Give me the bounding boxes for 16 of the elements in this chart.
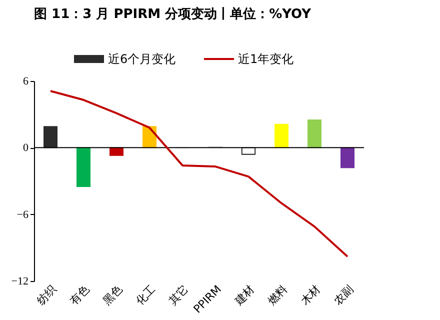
x-tick-label: 其它: [166, 282, 191, 308]
y-tick-label: −6: [16, 208, 29, 221]
y-tick-label: 6: [23, 76, 29, 88]
x-tick-label: 化工: [133, 282, 158, 308]
y-tick-label: 0: [23, 142, 29, 154]
legend-label: 近1年变化: [238, 52, 294, 66]
x-tick-label: 纺织: [34, 282, 59, 308]
x-tick-label: 黑色: [100, 282, 125, 308]
legend-label: 近6个月变化: [108, 52, 176, 66]
chart-title: 图 11：3 月 PPIRM 分项变动丨单位：%YOY: [34, 6, 312, 22]
y-tick-label: −12: [11, 276, 28, 288]
x-tick-label: 燃料: [265, 282, 290, 308]
x-tick-label: 建材: [232, 282, 257, 308]
x-tick-label: 农副: [331, 282, 356, 308]
x-tick-label: 有色: [67, 282, 92, 308]
x-tick-label: 木材: [298, 282, 323, 308]
